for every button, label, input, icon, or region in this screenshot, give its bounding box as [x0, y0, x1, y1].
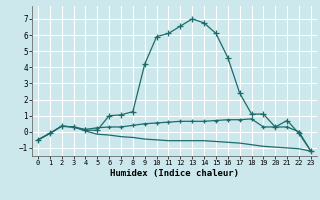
X-axis label: Humidex (Indice chaleur): Humidex (Indice chaleur) [110, 169, 239, 178]
